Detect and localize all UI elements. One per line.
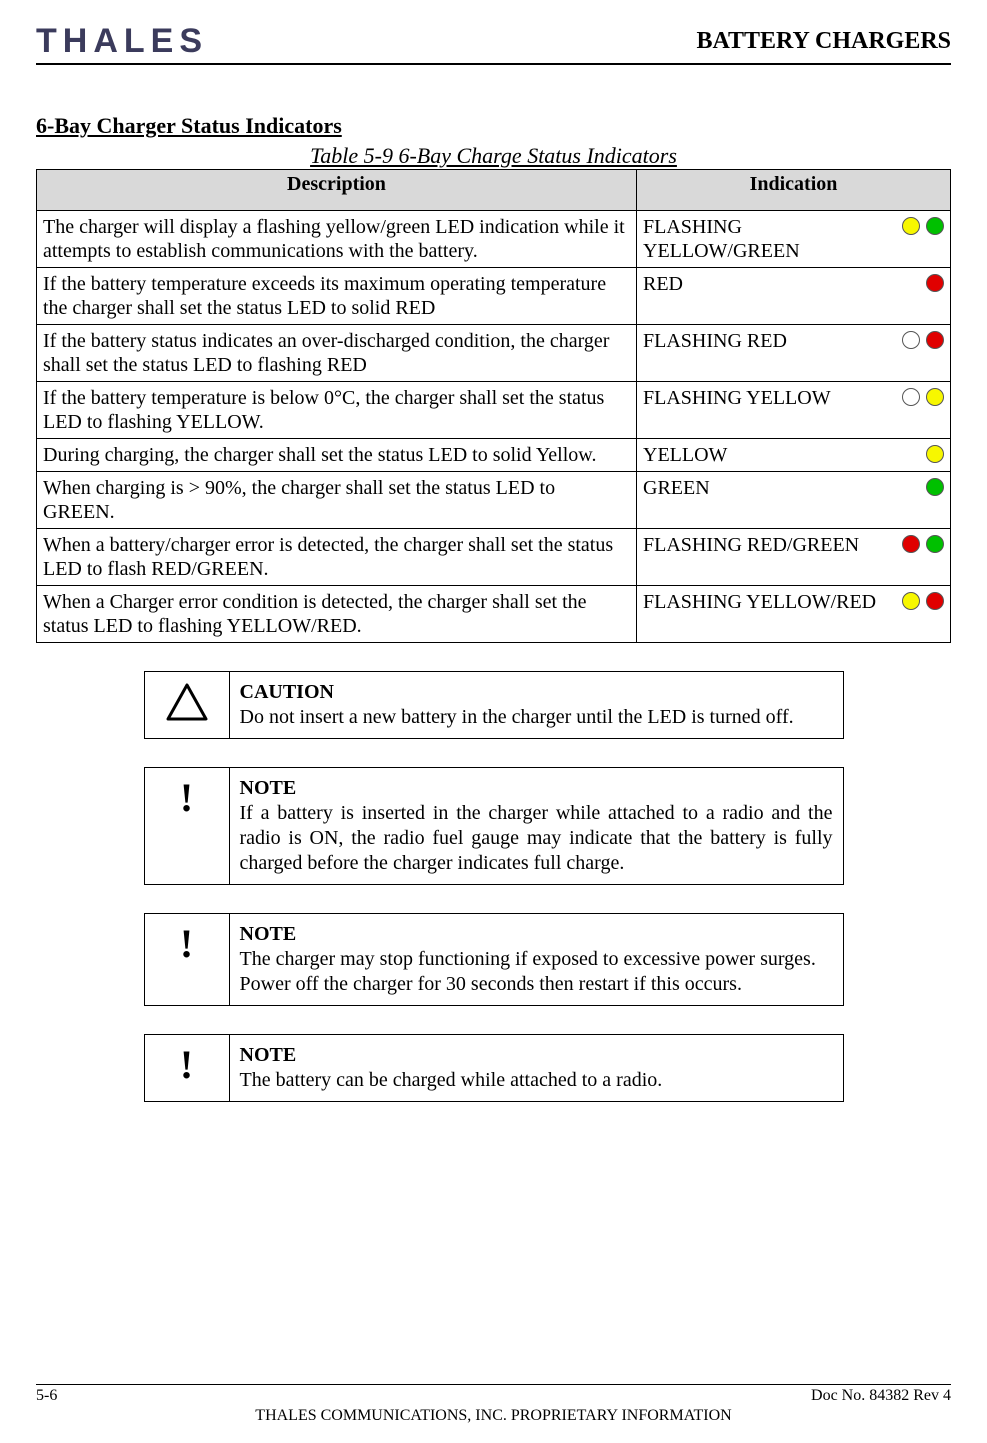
callout-box: !NOTEThe battery can be charged while at… — [144, 1034, 844, 1102]
led-group — [926, 476, 944, 496]
indication-text: FLASHING YELLOW/GREEN — [643, 215, 894, 263]
led-group — [902, 590, 944, 610]
indication-text: FLASHING RED — [643, 329, 894, 353]
callout-content: NOTEThe charger may stop functioning if … — [229, 914, 843, 1006]
cell-description: When charging is > 90%, the charger shal… — [37, 472, 637, 529]
cell-indication: GREEN — [637, 472, 951, 529]
callout-content: CAUTIONDo not insert a new battery in th… — [229, 672, 843, 739]
callout-box: !NOTEIf a battery is inserted in the cha… — [144, 767, 844, 885]
caution-triangle-icon — [144, 672, 229, 739]
led-group — [902, 215, 944, 235]
table-row: When a battery/charger error is detected… — [37, 529, 951, 586]
callout-title: NOTE — [240, 1043, 833, 1068]
table-row: If the battery status indicates an over-… — [37, 325, 951, 382]
led-icon — [926, 217, 944, 235]
cell-description: If the battery temperature exceeds its m… — [37, 268, 637, 325]
callout-body: If a battery is inserted in the charger … — [240, 801, 833, 876]
led-icon — [902, 388, 920, 406]
footer-doc-number: Doc No. 84382 Rev 4 — [811, 1387, 951, 1405]
page-footer: 5-6 Doc No. 84382 Rev 4 THALES COMMUNICA… — [36, 1384, 951, 1425]
table-row: If the battery temperature exceeds its m… — [37, 268, 951, 325]
status-indicator-table: Description Indication The charger will … — [36, 169, 951, 643]
led-group — [902, 533, 944, 553]
cell-indication: FLASHING YELLOW/RED — [637, 586, 951, 643]
led-icon — [902, 331, 920, 349]
callout-body: The charger may stop functioning if expo… — [240, 947, 833, 997]
callout-title: NOTE — [240, 776, 833, 801]
page: THALES BATTERY CHARGERS 6-Bay Charger St… — [0, 0, 987, 1443]
indication-text: RED — [643, 272, 918, 296]
indication-text: FLASHING YELLOW/RED — [643, 590, 894, 614]
table-row: During charging, the charger shall set t… — [37, 439, 951, 472]
callout-body: Do not insert a new battery in the charg… — [240, 705, 833, 730]
cell-indication: FLASHING YELLOW — [637, 382, 951, 439]
table-row: When charging is > 90%, the charger shal… — [37, 472, 951, 529]
callout-content: NOTEThe battery can be charged while att… — [229, 1035, 843, 1102]
callout-box: !NOTEThe charger may stop functioning if… — [144, 913, 844, 1006]
cell-description: The charger will display a flashing yell… — [37, 211, 637, 268]
led-icon — [926, 331, 944, 349]
led-icon — [926, 445, 944, 463]
note-exclamation-icon: ! — [144, 768, 229, 885]
callout-title: NOTE — [240, 922, 833, 947]
led-icon — [926, 274, 944, 292]
cell-indication: RED — [637, 268, 951, 325]
col-header-description: Description — [37, 170, 637, 211]
indication-text: GREEN — [643, 476, 918, 500]
cell-description: If the battery status indicates an over-… — [37, 325, 637, 382]
section-title: 6-Bay Charger Status Indicators — [36, 113, 951, 139]
indication-text: FLASHING RED/GREEN — [643, 533, 894, 557]
callout-content: NOTEIf a battery is inserted in the char… — [229, 768, 843, 885]
table-row: The charger will display a flashing yell… — [37, 211, 951, 268]
indication-text: FLASHING YELLOW — [643, 386, 894, 410]
callout-title: CAUTION — [240, 680, 833, 705]
cell-indication: YELLOW — [637, 439, 951, 472]
led-group — [902, 386, 944, 406]
cell-indication: FLASHING RED — [637, 325, 951, 382]
cell-indication: FLASHING RED/GREEN — [637, 529, 951, 586]
led-icon — [926, 535, 944, 553]
led-group — [926, 272, 944, 292]
cell-description: When a battery/charger error is detected… — [37, 529, 637, 586]
footer-proprietary: THALES COMMUNICATIONS, INC. PROPRIETARY … — [36, 1407, 951, 1425]
led-icon — [926, 478, 944, 496]
callout-body: The battery can be charged while attache… — [240, 1068, 833, 1093]
footer-page-number: 5-6 — [36, 1387, 57, 1405]
led-group — [926, 443, 944, 463]
table-row: If the battery temperature is below 0°C,… — [37, 382, 951, 439]
led-icon — [902, 535, 920, 553]
header-title: BATTERY CHARGERS — [696, 28, 951, 55]
table-row: When a Charger error condition is detect… — [37, 586, 951, 643]
led-group — [902, 329, 944, 349]
led-icon — [926, 388, 944, 406]
table-caption: Table 5-9 6-Bay Charge Status Indicators — [36, 143, 951, 169]
led-icon — [902, 592, 920, 610]
cell-description: During charging, the charger shall set t… — [37, 439, 637, 472]
brand-logo: THALES — [36, 22, 208, 61]
cell-indication: FLASHING YELLOW/GREEN — [637, 211, 951, 268]
led-icon — [902, 217, 920, 235]
callout-box: CAUTIONDo not insert a new battery in th… — [144, 671, 844, 739]
page-header: THALES BATTERY CHARGERS — [36, 22, 951, 65]
indication-text: YELLOW — [643, 443, 918, 467]
cell-description: If the battery temperature is below 0°C,… — [37, 382, 637, 439]
col-header-indication: Indication — [637, 170, 951, 211]
table-header-row: Description Indication — [37, 170, 951, 211]
note-exclamation-icon: ! — [144, 1035, 229, 1102]
led-icon — [926, 592, 944, 610]
cell-description: When a Charger error condition is detect… — [37, 586, 637, 643]
note-exclamation-icon: ! — [144, 914, 229, 1006]
